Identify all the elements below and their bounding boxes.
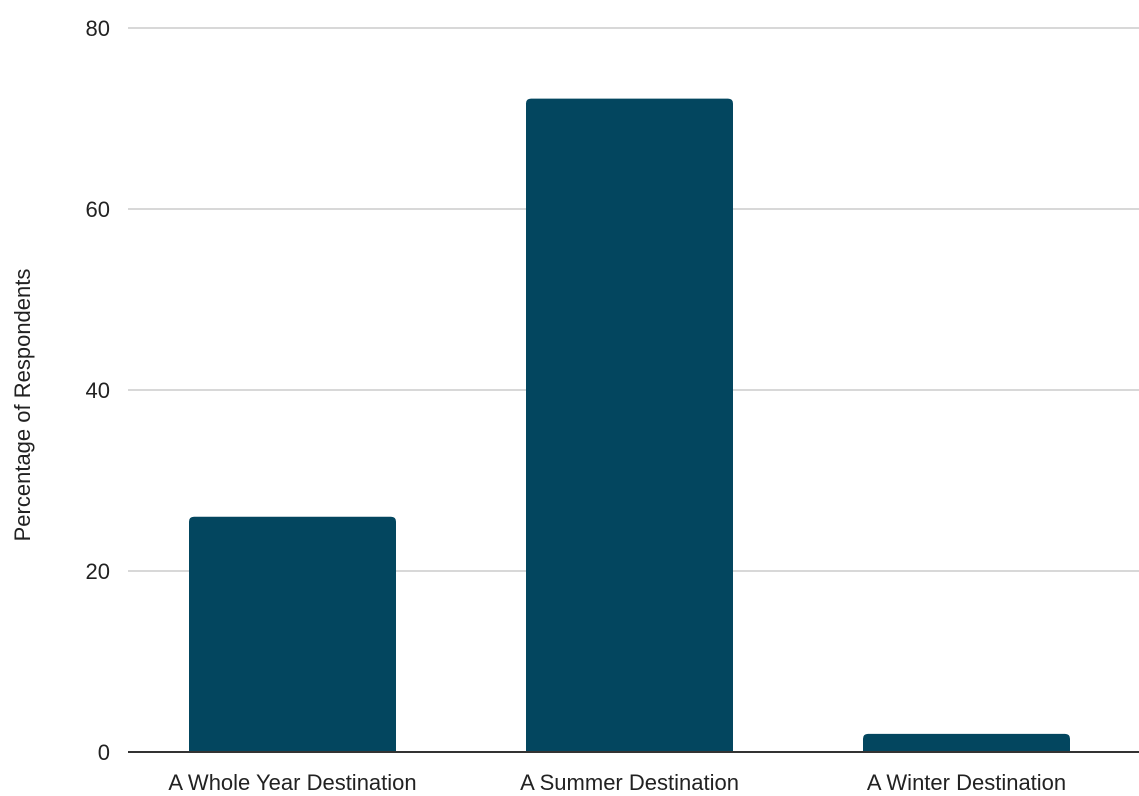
bar-2 [863,733,1070,752]
y-tick-label: 80 [86,16,110,41]
x-category-label: A Summer Destination [520,770,739,795]
y-tick-label: 0 [98,740,110,765]
y-tick-label: 40 [86,378,110,403]
axes: 0 20 40 60 80 A Whole Year Destination A Summe… [86,16,1139,795]
x-category-label: A Whole Year Destination [168,770,416,795]
y-tick-label: 20 [86,559,110,584]
y-tick-label: 60 [86,197,110,222]
bar-1 [526,98,733,753]
bars [189,98,1070,753]
y-axis-title: Percentage of Respondents [10,269,35,542]
bar-0 [189,516,396,752]
x-category-label: A Winter Destination [867,770,1066,795]
